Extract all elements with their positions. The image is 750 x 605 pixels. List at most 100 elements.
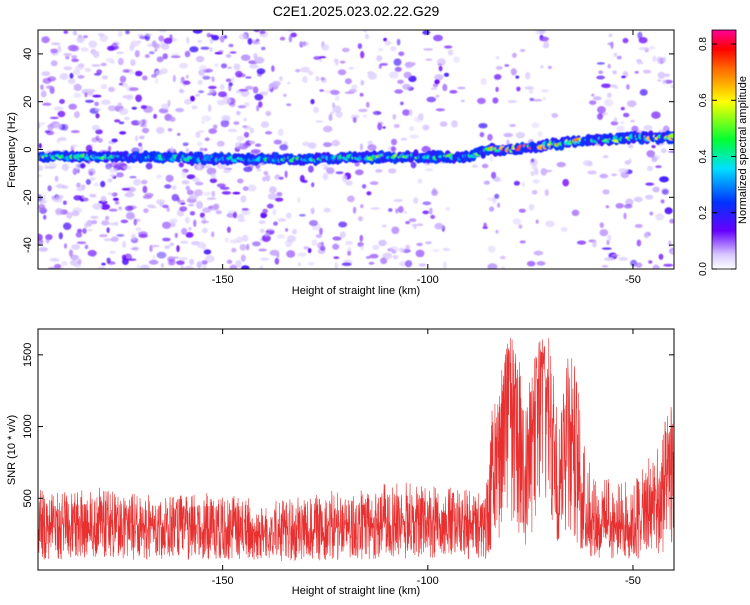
- noise-cell: [69, 72, 74, 79]
- noise-cell: [483, 222, 487, 229]
- noise-cell: [602, 112, 608, 116]
- noise-cell: [195, 93, 201, 97]
- noise-cell: [233, 63, 241, 71]
- x-tick-label: -100: [417, 575, 439, 587]
- noise-cell: [202, 164, 212, 169]
- noise-cell: [664, 207, 673, 215]
- noise-cell: [642, 69, 652, 74]
- noise-cell: [668, 240, 672, 248]
- noise-cell: [599, 173, 609, 179]
- noise-cell: [231, 76, 236, 83]
- noise-cell: [259, 265, 264, 269]
- noise-cell: [543, 40, 549, 49]
- noise-cell: [143, 208, 149, 213]
- noise-cell: [262, 176, 266, 182]
- noise-cell: [390, 146, 396, 153]
- noise-cell: [215, 210, 222, 215]
- noise-cell: [166, 207, 170, 212]
- noise-cell: [460, 99, 465, 103]
- noise-cell: [252, 86, 259, 94]
- noise-cell: [657, 79, 661, 82]
- noise-cell: [174, 232, 178, 239]
- noise-cell: [390, 46, 397, 52]
- noise-cell: [368, 261, 375, 265]
- noise-cell: [193, 219, 197, 227]
- noise-cell: [90, 215, 99, 220]
- noise-cell: [100, 203, 111, 210]
- noise-cell: [150, 244, 160, 248]
- noise-cell: [142, 75, 148, 81]
- noise-cell: [70, 45, 80, 52]
- noise-cell: [254, 143, 262, 147]
- noise-cell: [380, 257, 388, 265]
- noise-cell: [70, 144, 78, 148]
- noise-cell: [154, 48, 158, 52]
- noise-cell: [601, 83, 612, 89]
- noise-cell: [363, 30, 368, 33]
- noise-cell: [418, 113, 424, 121]
- noise-cell: [601, 247, 612, 250]
- noise-cell: [178, 62, 189, 69]
- noise-cell: [129, 87, 139, 91]
- noise-cell: [109, 161, 118, 168]
- noise-cell: [205, 255, 215, 263]
- noise-cell: [178, 162, 184, 168]
- noise-cell: [582, 160, 592, 167]
- noise-cell: [272, 208, 277, 216]
- noise-cell: [638, 37, 648, 44]
- noise-cell: [68, 78, 76, 85]
- noise-cell: [137, 120, 143, 124]
- noise-cell: [48, 162, 58, 168]
- noise-cell: [599, 222, 604, 229]
- noise-cell: [71, 210, 80, 217]
- noise-cell: [607, 92, 612, 98]
- noise-cell: [145, 162, 153, 170]
- noise-cell: [71, 55, 77, 59]
- noise-cell: [186, 174, 196, 180]
- noise-cell: [160, 262, 164, 268]
- noise-cell: [605, 205, 610, 209]
- noise-cell: [95, 129, 103, 135]
- noise-cell: [199, 212, 205, 218]
- noise-cell: [126, 186, 136, 193]
- noise-cell: [360, 51, 365, 59]
- noise-cell: [487, 263, 498, 269]
- noise-cell: [670, 84, 674, 89]
- noise-cell: [176, 245, 180, 253]
- noise-cell: [88, 170, 94, 176]
- noise-cell: [661, 188, 669, 195]
- noise-cell: [443, 72, 450, 77]
- noise-cell: [158, 108, 169, 114]
- noise-cell: [167, 256, 176, 262]
- noise-cell: [159, 30, 167, 33]
- noise-cell: [424, 168, 434, 172]
- noise-cell: [136, 264, 141, 269]
- noise-cell: [94, 101, 99, 107]
- noise-cell: [134, 70, 143, 77]
- snr-frame: [37, 328, 675, 571]
- noise-cell: [660, 199, 665, 204]
- colorbar-label: Normalized spectral amplitude: [737, 76, 749, 224]
- noise-cell: [171, 38, 178, 42]
- noise-cell: [492, 97, 499, 104]
- noise-cell: [655, 213, 665, 221]
- noise-cell: [114, 119, 121, 123]
- noise-cell: [156, 199, 165, 205]
- noise-cell: [87, 229, 93, 232]
- noise-cell: [300, 66, 310, 73]
- noise-cell: [529, 97, 535, 102]
- noise-cell: [162, 237, 171, 242]
- noise-cell: [494, 177, 502, 183]
- noise-cell: [601, 265, 609, 268]
- noise-cell: [644, 194, 652, 200]
- noise-cell: [85, 179, 91, 185]
- noise-cell: [405, 221, 411, 225]
- noise-cell: [332, 105, 342, 113]
- noise-cell: [130, 247, 139, 251]
- noise-cell: [404, 260, 413, 268]
- noise-cell: [487, 245, 496, 253]
- noise-cell: [402, 109, 410, 116]
- noise-cell: [376, 55, 383, 62]
- noise-cell: [106, 227, 110, 234]
- noise-cell: [646, 150, 655, 158]
